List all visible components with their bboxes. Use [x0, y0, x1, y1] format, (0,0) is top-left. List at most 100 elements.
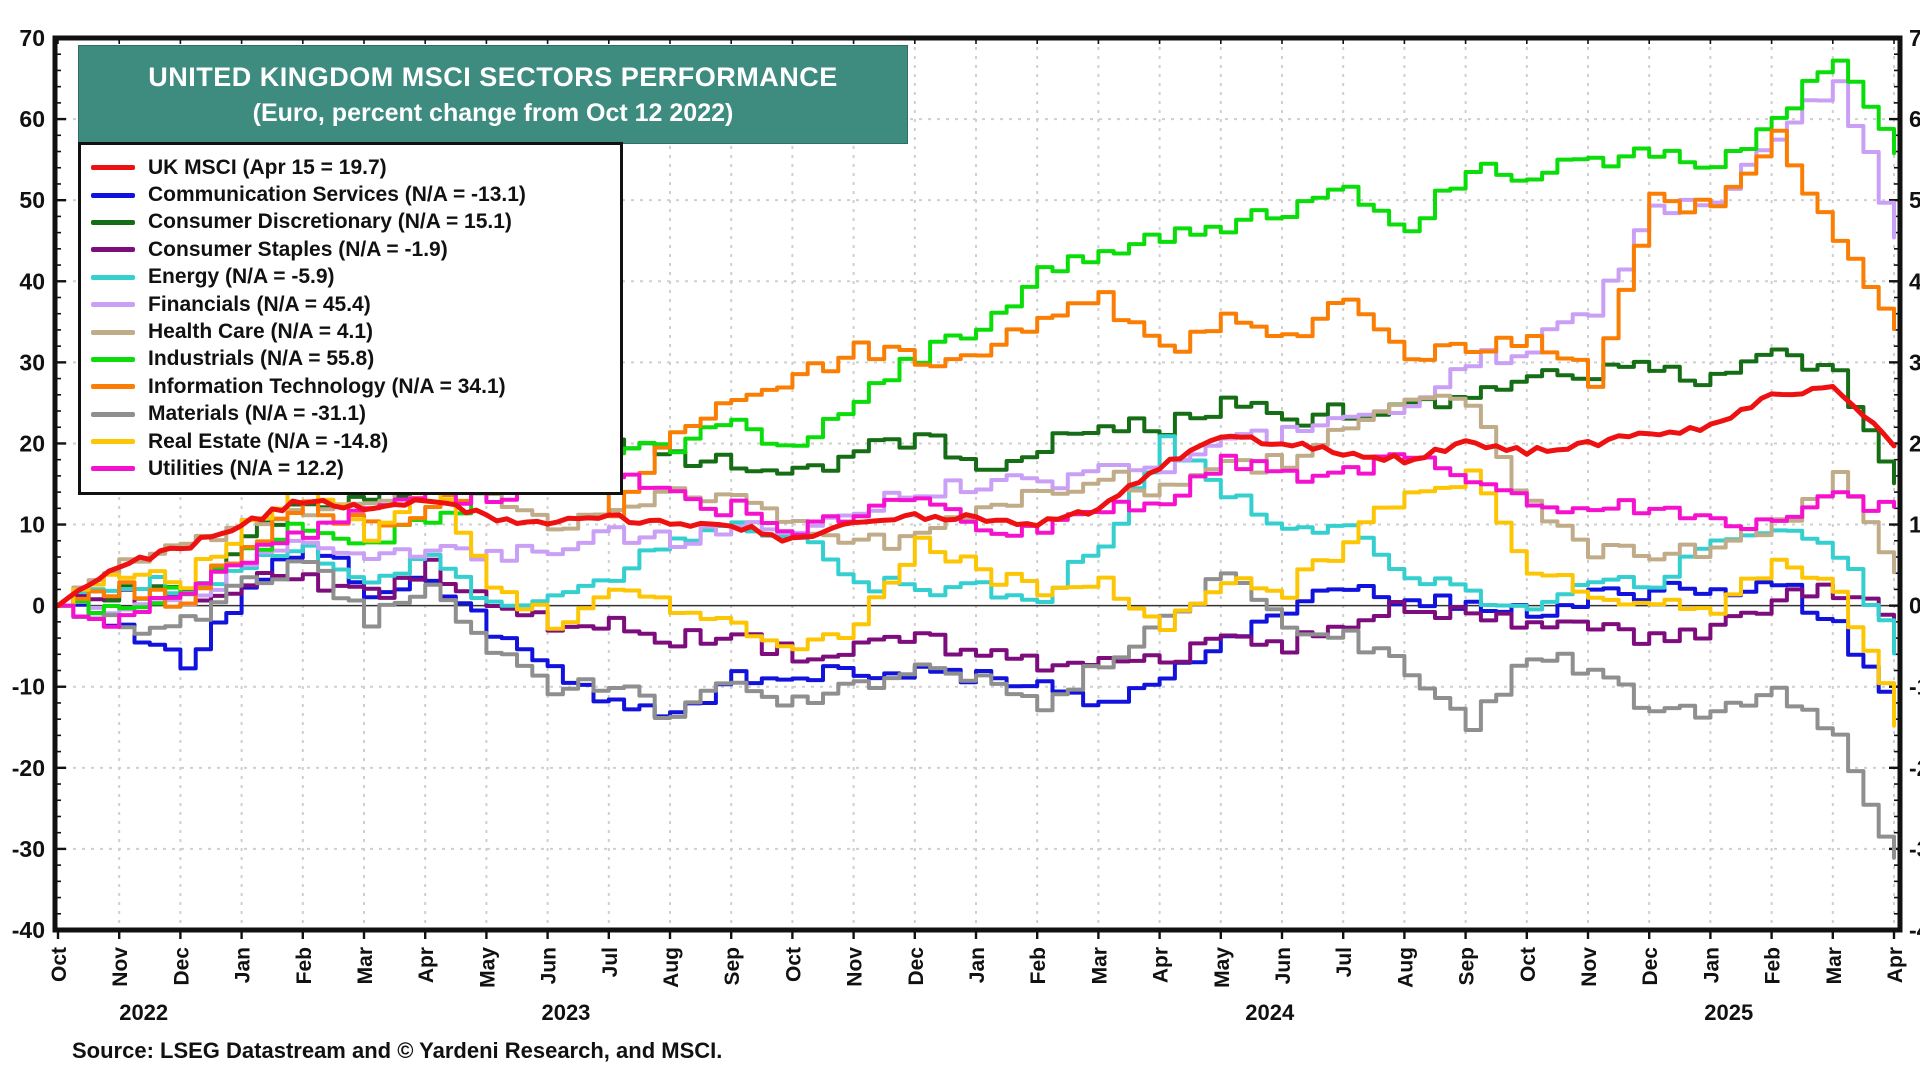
x-axis-month-label: Jun [538, 947, 561, 984]
legend-label: Real Estate (N/A = -14.8) [148, 429, 389, 453]
y-axis-label-right: 10 [1909, 512, 1920, 538]
x-axis-month-label: Jan [966, 947, 989, 983]
series-line-consumer-discretionary [57, 347, 1896, 608]
series-line-consumer-staples [57, 557, 1896, 673]
y-axis-label-right: 70 [1909, 25, 1920, 51]
legend-item-consumer-staples: Consumer Staples (N/A = -1.9) [91, 236, 614, 263]
y-axis-label-right: 40 [1909, 268, 1920, 294]
legend-item-energy: Energy (N/A = -5.9) [91, 264, 614, 291]
x-axis-month-label: Dec [1639, 947, 1662, 986]
x-axis-month-label: Feb [293, 947, 316, 984]
legend-label: Financials (N/A = 45.4) [148, 292, 371, 316]
legend-item-utilities: Utilities (N/A = 12.2) [91, 455, 614, 482]
legend-label: Energy (N/A = -5.9) [148, 265, 335, 289]
y-axis-label-right: 20 [1909, 430, 1920, 456]
x-axis-month-label: Apr [1150, 947, 1173, 983]
legend-color-swatch [91, 356, 135, 362]
y-axis-label-right: -10 [1909, 674, 1920, 700]
y-axis-label-right: 50 [1909, 187, 1920, 213]
legend-color-swatch [91, 466, 135, 472]
y-axis-label-left: 50 [19, 187, 45, 213]
legend-label: UK MSCI (Apr 15 = 19.7) [148, 155, 387, 179]
x-axis-month-label: Dec [170, 947, 193, 986]
x-axis-year-label: 2025 [1704, 1000, 1753, 1025]
x-axis-month-label: Apr [415, 947, 438, 983]
legend-item-financials: Financials (N/A = 45.4) [91, 291, 614, 318]
legend-color-swatch [91, 329, 135, 335]
y-axis-label-left: 20 [19, 430, 45, 456]
y-axis-label-left: -40 [12, 917, 45, 943]
legend-item-industrials: Industrials (N/A = 55.8) [91, 346, 614, 373]
legend-label: Communication Services (N/A = -13.1) [148, 183, 526, 207]
x-axis-year-label: 2024 [1245, 1000, 1295, 1025]
legend-label: Consumer Staples (N/A = -1.9) [148, 237, 448, 261]
legend-item-real-estate: Real Estate (N/A = -14.8) [91, 428, 614, 455]
y-axis-label-right: -30 [1909, 836, 1920, 862]
x-axis-month-label: Aug [660, 947, 683, 988]
source-attribution: Source: LSEG Datastream and © Yardeni Re… [72, 1038, 723, 1063]
x-axis-month-label: Mar [1088, 947, 1111, 984]
legend-color-swatch [91, 219, 135, 225]
legend-item-materials: Materials (N/A = -31.1) [91, 401, 614, 428]
x-axis-month-label: Nov [1578, 947, 1601, 987]
series-line-real-estate [57, 468, 1896, 728]
y-axis-label-left: -30 [12, 836, 45, 862]
legend-color-swatch [91, 274, 135, 280]
x-axis-month-label: Jan [232, 947, 255, 983]
legend-label: Materials (N/A = -31.1) [148, 402, 367, 426]
y-axis-label-right: -40 [1909, 917, 1920, 943]
x-axis-month-label: Jun [1272, 947, 1295, 984]
y-axis-label-left: 40 [19, 268, 45, 294]
x-axis-month-label: Mar [354, 947, 377, 984]
x-axis-year-label: 2022 [119, 1000, 168, 1025]
x-axis-month-label: May [476, 947, 499, 988]
legend-item-health-care: Health Care (N/A = 4.1) [91, 318, 614, 345]
legend-color-swatch [91, 247, 135, 253]
x-axis-month-label: Dec [905, 947, 928, 986]
x-axis-month-label: Feb [1762, 947, 1785, 984]
y-axis-label-right: 30 [1909, 349, 1920, 375]
x-axis-month-label: Oct [782, 947, 805, 982]
series-line-materials [57, 559, 1896, 860]
x-axis-month-label: Sep [1456, 947, 1479, 986]
legend-item-uk-msci: UK MSCI (Apr 15 = 19.7) [91, 154, 614, 181]
x-axis-month-label: Apr [1884, 947, 1907, 983]
y-axis-label-left: 30 [19, 349, 45, 375]
chart-subtitle: (Euro, percent change from Oct 12 2022) [252, 98, 734, 127]
y-axis-label-right: 0 [1909, 593, 1920, 619]
chart-legend: UK MSCI (Apr 15 = 19.7) Communication Ser… [78, 142, 623, 495]
x-axis-month-label: Jul [1333, 947, 1356, 977]
legend-item-communication-services: Communication Services (N/A = -13.1) [91, 181, 614, 208]
x-axis-month-label: Jan [1700, 947, 1723, 983]
y-axis-label-right: 60 [1909, 106, 1920, 132]
x-axis-month-label: Sep [721, 947, 744, 986]
legend-label: Utilities (N/A = 12.2) [148, 456, 344, 480]
legend-item-consumer-discretionary: Consumer Discretionary (N/A = 15.1) [91, 209, 614, 236]
y-axis-label-left: 60 [19, 106, 45, 132]
x-axis-month-label: May [1211, 947, 1234, 988]
x-axis-month-label: Nov [844, 947, 867, 987]
y-axis-label-left: 0 [32, 593, 45, 619]
series-line-uk-msci [57, 384, 1897, 609]
legend-label: Industrials (N/A = 55.8) [148, 347, 375, 371]
series-line-energy [57, 434, 1896, 656]
chart-title-box: UNITED KINGDOM MSCI SECTORS PERFORMANCE … [78, 45, 908, 144]
legend-label: Health Care (N/A = 4.1) [148, 320, 374, 344]
y-axis-label-left: -20 [12, 755, 45, 781]
legend-item-information-technology: Information Technology (N/A = 34.1) [91, 373, 614, 400]
legend-color-swatch [91, 411, 135, 417]
legend-color-swatch [91, 439, 135, 445]
y-axis-label-left: 10 [19, 512, 45, 538]
x-axis-year-label: 2023 [541, 1000, 590, 1025]
legend-color-swatch [91, 192, 135, 198]
x-axis-month-label: Oct [1517, 947, 1540, 982]
x-axis-month-label: Feb [1027, 947, 1050, 984]
x-axis-month-label: Mar [1823, 947, 1846, 984]
y-axis-label-left: -10 [12, 674, 45, 700]
legend-color-swatch [91, 165, 135, 171]
series-line-financials [57, 79, 1896, 616]
legend-color-swatch [91, 302, 135, 308]
legend-label: Consumer Discretionary (N/A = 15.1) [148, 210, 512, 234]
